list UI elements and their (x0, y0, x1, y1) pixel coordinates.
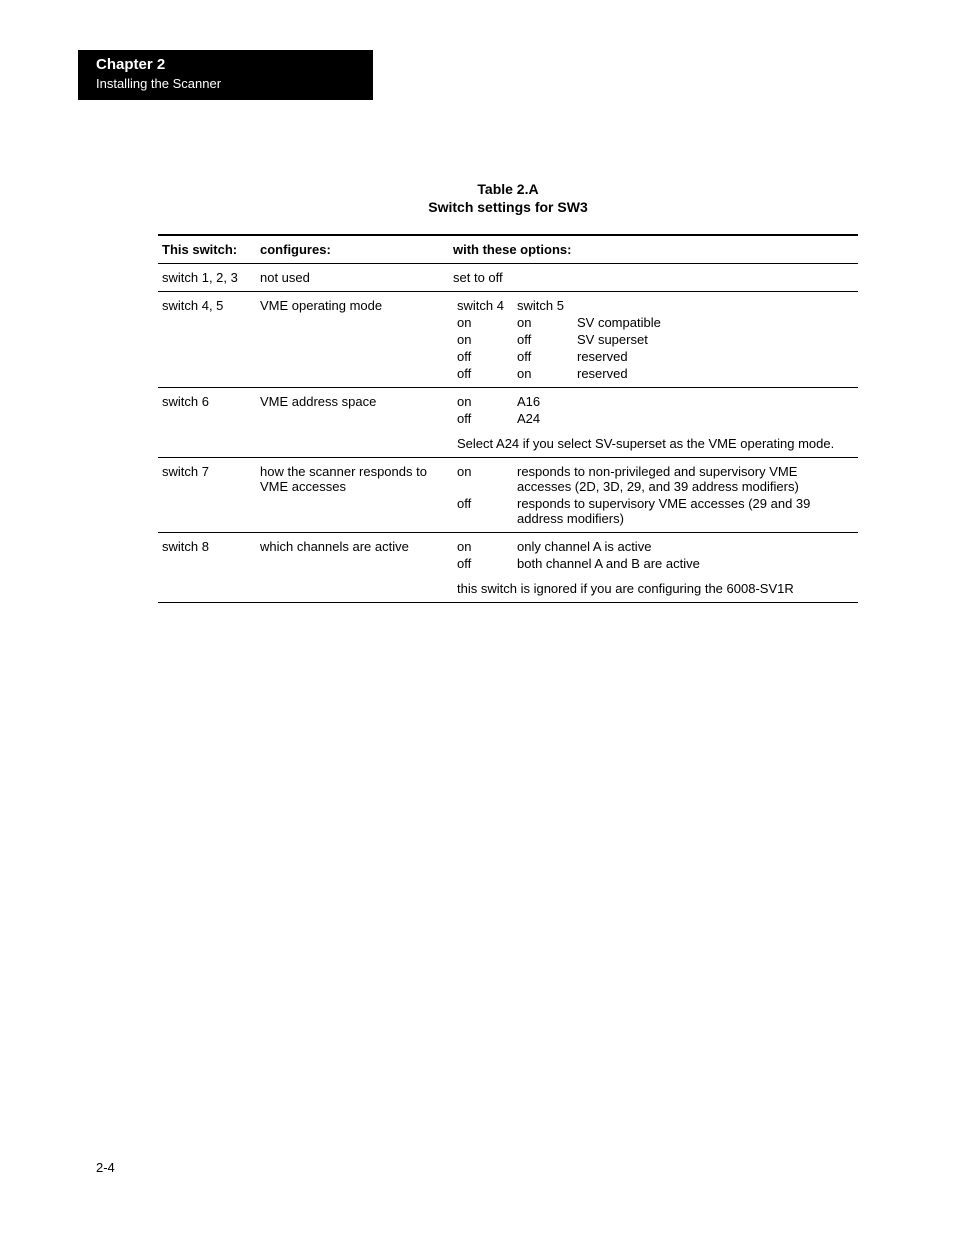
grid-cell: SV superset (573, 332, 854, 347)
grid-cell: both channel A and B are active (513, 556, 854, 571)
switch-table: This switch: configures: with these opti… (158, 234, 858, 603)
col-switch-header: This switch: (158, 235, 256, 264)
grid-header: switch 5 (513, 298, 573, 313)
grid-cell: reserved (573, 366, 854, 381)
caption-line1: Table 2.A (158, 180, 858, 198)
grid-cell: responds to supervisory VME accesses (29… (513, 496, 854, 526)
chapter-header: Chapter 2 Installing the Scanner (78, 50, 373, 100)
grid-cell: off (513, 349, 573, 364)
grid-header: switch 4 (453, 298, 513, 313)
grid-cell: off (513, 332, 573, 347)
grid-cell: responds to non-privileged and superviso… (513, 464, 854, 494)
table-header-row: This switch: configures: with these opti… (158, 235, 858, 264)
options-grid: on only channel A is active off both cha… (453, 539, 854, 571)
grid-cell: on (513, 315, 573, 330)
table-caption: Table 2.A Switch settings for SW3 (158, 180, 858, 216)
row-note: this switch is ignored if you are config… (453, 581, 854, 596)
grid-cell: A16 (513, 394, 854, 409)
page: Chapter 2 Installing the Scanner Table 2… (0, 0, 954, 1235)
cell-config: which channels are active (256, 533, 449, 603)
page-number: 2-4 (96, 1160, 115, 1175)
grid-cell: on (453, 332, 513, 347)
cell-switch: switch 8 (158, 533, 256, 603)
cell-options: on A16 off A24 Select A24 if you select … (449, 388, 858, 458)
cell-options: switch 4 switch 5 on on SV compatible on… (449, 292, 858, 388)
options-grid: on responds to non-privileged and superv… (453, 464, 854, 526)
grid-cell: on (453, 464, 513, 494)
grid-cell: reserved (573, 349, 854, 364)
caption-line2: Switch settings for SW3 (158, 198, 858, 216)
col-options-header: with these options: (449, 235, 858, 264)
table-row: switch 1, 2, 3 not used set to off (158, 264, 858, 292)
cell-switch: switch 6 (158, 388, 256, 458)
grid-header (573, 298, 854, 313)
grid-cell: off (453, 496, 513, 526)
grid-cell: SV compatible (573, 315, 854, 330)
cell-options: set to off (449, 264, 858, 292)
cell-config: VME address space (256, 388, 449, 458)
grid-cell: off (453, 556, 513, 571)
table-row: switch 4, 5 VME operating mode switch 4 … (158, 292, 858, 388)
options-grid: switch 4 switch 5 on on SV compatible on… (453, 298, 854, 381)
grid-cell: on (453, 394, 513, 409)
grid-cell: on (513, 366, 573, 381)
grid-cell: on (453, 315, 513, 330)
cell-config: VME operating mode (256, 292, 449, 388)
grid-cell: on (453, 539, 513, 554)
grid-cell: only channel A is active (513, 539, 854, 554)
cell-config: how the scanner responds to VME accesses (256, 458, 449, 533)
table-row: switch 6 VME address space on A16 off A2… (158, 388, 858, 458)
cell-config: not used (256, 264, 449, 292)
cell-switch: switch 7 (158, 458, 256, 533)
row-note: Select A24 if you select SV-superset as … (453, 436, 854, 451)
options-grid: on A16 off A24 (453, 394, 854, 426)
cell-options: on responds to non-privileged and superv… (449, 458, 858, 533)
col-config-header: configures: (256, 235, 449, 264)
grid-cell: off (453, 366, 513, 381)
table-area: Table 2.A Switch settings for SW3 This s… (158, 180, 858, 603)
chapter-subtitle: Installing the Scanner (96, 76, 373, 92)
cell-options: on only channel A is active off both cha… (449, 533, 858, 603)
cell-switch: switch 4, 5 (158, 292, 256, 388)
table-row: switch 8 which channels are active on on… (158, 533, 858, 603)
grid-cell: off (453, 411, 513, 426)
table-row: switch 7 how the scanner responds to VME… (158, 458, 858, 533)
grid-cell: A24 (513, 411, 854, 426)
chapter-label: Chapter 2 (96, 56, 373, 74)
cell-switch: switch 1, 2, 3 (158, 264, 256, 292)
grid-cell: off (453, 349, 513, 364)
